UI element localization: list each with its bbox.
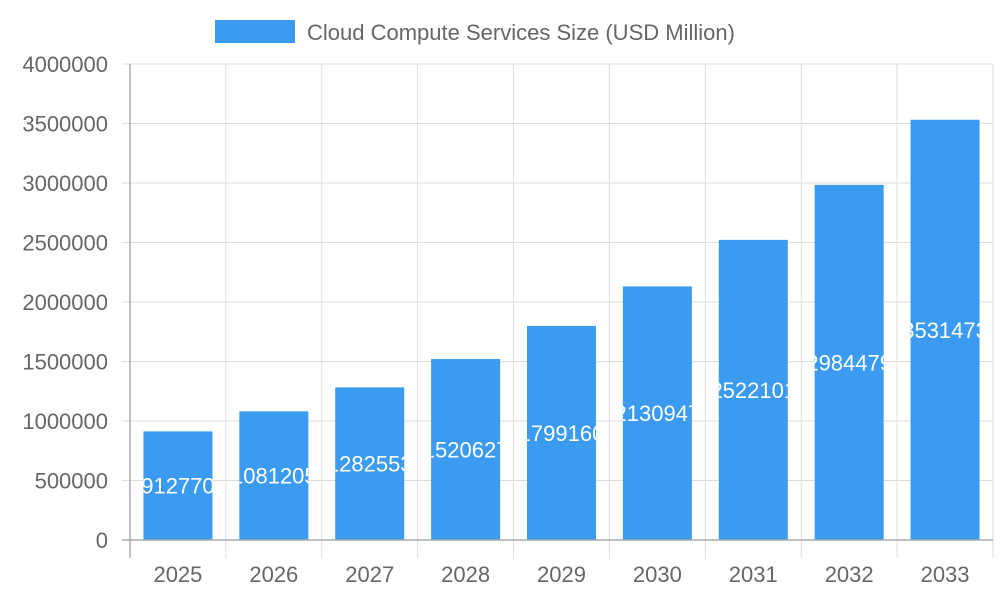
bar-2032	[814, 184, 884, 541]
y-tick-label: 4000000	[22, 52, 108, 77]
x-tick-label: 2028	[441, 562, 490, 587]
bar-2029	[527, 325, 596, 540]
x-tick-label: 2027	[345, 562, 394, 587]
y-tick-label: 2500000	[22, 231, 108, 256]
data-label: 2130947	[615, 401, 701, 426]
bar-2031	[718, 239, 788, 540]
y-tick-label: 2000000	[22, 290, 108, 315]
data-label: 2984479	[806, 350, 892, 375]
data-label: 2522101	[710, 378, 796, 403]
y-tick-label: 1000000	[22, 409, 108, 434]
bar-2030	[622, 286, 692, 540]
bar-2026	[239, 411, 309, 540]
data-label: 1520627	[423, 438, 509, 463]
y-tick-label: 3500000	[22, 112, 108, 137]
legend-swatch	[215, 20, 295, 43]
x-tick-label: 2026	[249, 562, 298, 587]
bar-2028	[431, 359, 501, 540]
y-tick-label: 3000000	[22, 171, 108, 196]
x-tick-label: 2029	[537, 562, 586, 587]
y-tick-label: 0	[96, 528, 108, 553]
data-label: 1081205	[231, 464, 317, 489]
bar-2025	[143, 431, 213, 540]
legend: Cloud Compute Services Size (USD Million…	[215, 20, 735, 45]
x-tick-label: 2025	[153, 562, 202, 587]
x-tick-label: 2030	[633, 562, 682, 587]
x-tick-label: 2033	[921, 562, 970, 587]
bar-2027	[335, 387, 405, 540]
legend-label: Cloud Compute Services Size (USD Million…	[307, 20, 735, 45]
bar-2033	[910, 119, 980, 541]
x-tick-label: 2032	[825, 562, 874, 587]
data-label: 1799160	[519, 421, 605, 446]
y-tick-label: 1500000	[22, 350, 108, 375]
data-label: 912770	[141, 474, 214, 499]
data-label: 3531473	[902, 318, 988, 343]
data-label: 1282553	[327, 452, 413, 477]
y-tick-label: 500000	[35, 469, 108, 494]
x-tick-label: 2031	[729, 562, 778, 587]
